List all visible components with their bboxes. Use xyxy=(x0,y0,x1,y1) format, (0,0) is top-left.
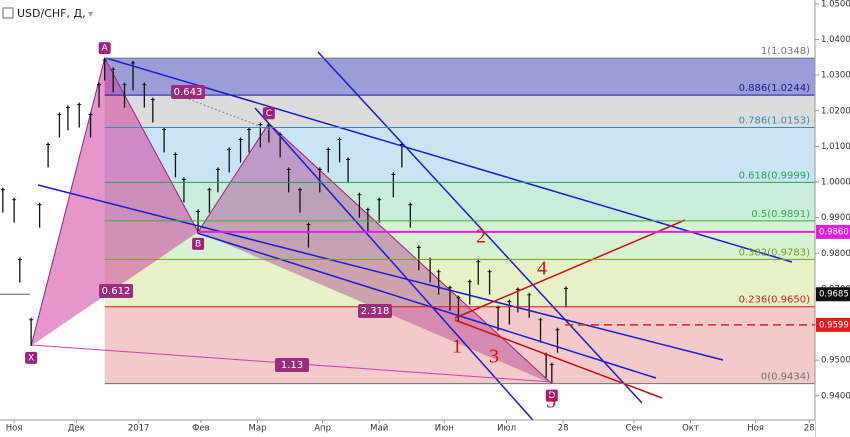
fib-band xyxy=(104,95,816,128)
fib-label: 0.886(1.0244) xyxy=(739,83,811,94)
point-badge xyxy=(98,42,111,55)
price-label: 0.9860 xyxy=(819,227,849,237)
channel-line xyxy=(454,319,663,399)
ratio-label: 1.13 xyxy=(281,360,303,371)
annotations: X A B C D 0.643 0.612 2.318 1.13 1 2 3 4 5 xyxy=(25,42,558,413)
x-tick-label: Июн xyxy=(435,424,454,434)
point-label: D xyxy=(548,391,555,401)
fib-label: 1(1.0348) xyxy=(761,46,810,57)
wave-label: 2 xyxy=(476,226,486,248)
drawings xyxy=(31,51,793,437)
ratio-badge xyxy=(358,304,392,318)
fib-label: 0.786(1.0153) xyxy=(739,116,811,127)
price-badge xyxy=(816,317,850,332)
ratio-label: 0.643 xyxy=(174,87,203,98)
ratio-badge xyxy=(275,358,309,372)
trend-line xyxy=(196,232,657,379)
fib-label: 0.382(0.9783) xyxy=(739,247,811,258)
price-badge xyxy=(816,287,850,302)
point-label: B xyxy=(195,239,201,249)
y-tick-label: 1.0300 xyxy=(821,71,850,81)
fib-band xyxy=(104,127,816,183)
fib-label: 0.5(0.9891) xyxy=(751,209,810,220)
point-label: C xyxy=(266,109,272,119)
y-tick-label: 0.9900 xyxy=(821,213,850,223)
point-badge xyxy=(192,237,205,250)
x-tick-label: Май xyxy=(370,424,388,434)
fib-bands xyxy=(104,58,816,384)
wave-label: 1 xyxy=(452,336,462,358)
y-tick-label: 0.9500 xyxy=(821,356,850,366)
y-tick-label: 1.0100 xyxy=(821,142,850,152)
x-tick-label: Фев xyxy=(192,424,210,434)
channel-line xyxy=(454,219,686,319)
price-label: 0.9685 xyxy=(819,290,849,300)
trend-line xyxy=(317,51,643,404)
x-tick-label: Сен xyxy=(626,424,643,434)
x-tick-label: Апр xyxy=(314,424,331,434)
fib-band xyxy=(104,182,816,221)
ratio-label: 0.612 xyxy=(102,286,131,297)
trend-line xyxy=(37,184,724,361)
y-tick-label: 1.0200 xyxy=(821,106,850,116)
y-tick-label: 1.0400 xyxy=(821,35,850,45)
y-tick-label: 0.9800 xyxy=(821,249,850,259)
wave-label: 5 xyxy=(546,391,556,413)
price-badge xyxy=(816,224,850,239)
y-tick-label: 1.0500 xyxy=(821,0,850,9)
ratio-badge xyxy=(99,284,133,298)
trend-line xyxy=(254,107,549,437)
price-axis xyxy=(815,0,850,437)
x-tick-label: Дек xyxy=(68,424,85,434)
time-axis xyxy=(0,420,815,437)
x-tick-label: Ноя xyxy=(6,424,23,434)
x-tick-label: Окт xyxy=(682,424,699,434)
x-tick-label: 28 xyxy=(804,424,815,434)
pattern-leg xyxy=(31,58,199,346)
ratio-badge xyxy=(171,85,205,99)
point-label: A xyxy=(102,44,109,54)
fib-label: 0(0.9434) xyxy=(761,372,810,383)
y-tick-label: 0.9400 xyxy=(821,391,850,401)
price-levels: 1(1.0348) 0.886(1.0244) 0.786(1.0153) 0.618… xyxy=(0,46,815,385)
point-badge xyxy=(545,389,558,402)
fib-label: 0.236(0.9650) xyxy=(739,295,811,306)
wave-label: 3 xyxy=(489,346,499,368)
y-tick-label: 1.0000 xyxy=(821,178,850,188)
fib-band xyxy=(104,220,816,260)
collapse-icon[interactable] xyxy=(2,7,14,19)
x-tick-label: 2017 xyxy=(128,424,150,434)
fib-band xyxy=(104,58,816,96)
price-label: 0.9599 xyxy=(819,320,849,330)
price-bars xyxy=(0,58,568,384)
trend-line xyxy=(105,57,793,263)
chart-title: USD/CHF, Д, xyxy=(17,7,86,20)
dropdown-icon[interactable]: ▾ xyxy=(88,9,93,20)
fib-label: 0.618(0.9999) xyxy=(739,170,811,181)
pattern-leg xyxy=(198,123,552,384)
x-tick-label: Июл xyxy=(497,424,516,434)
point-badge xyxy=(25,351,38,364)
x-tick-label: Мар xyxy=(249,424,267,434)
ratio-label: 2.318 xyxy=(361,306,390,317)
wave-label: 4 xyxy=(537,258,547,280)
point-label: X xyxy=(28,353,34,363)
fib-band xyxy=(104,306,816,384)
x-tick-label: 28 xyxy=(558,424,569,434)
point-badge xyxy=(262,107,275,120)
x-tick-label: Ноя xyxy=(747,424,764,434)
